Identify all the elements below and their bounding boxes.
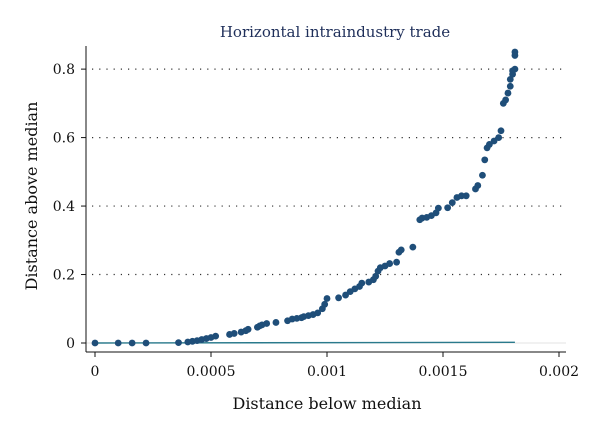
scatter-point	[244, 325, 252, 333]
scatter-point	[175, 339, 182, 347]
scatter-point	[486, 141, 493, 148]
scatter-point	[91, 339, 99, 347]
scatter-point	[272, 319, 280, 326]
scatter-point	[511, 65, 519, 73]
scatter-point	[314, 309, 322, 317]
reference-line	[94, 341, 515, 344]
scatter-point	[397, 246, 405, 254]
scatter-point	[434, 204, 442, 212]
y-tick-label: 0.8	[53, 62, 75, 78]
x-axis-ticks: 0 0.0005 0.001 0.0015 0.002	[91, 352, 579, 380]
scatter-point	[448, 199, 456, 207]
y-axis-ticks: 0 0.2 0.4 0.6 0.8	[53, 62, 86, 352]
y-tick-label: 0	[66, 336, 75, 352]
scatter-point	[479, 171, 486, 179]
x-tick-label: 0.0015	[419, 364, 468, 380]
scatter-point	[511, 48, 519, 56]
scatter-point	[474, 182, 482, 189]
scatter-point	[481, 156, 489, 164]
data-points	[91, 48, 519, 347]
scatter-point	[372, 272, 380, 280]
x-tick-label: 0.001	[307, 364, 347, 380]
scatter-point	[495, 134, 503, 141]
y-tick-label: 0.4	[53, 199, 75, 215]
scatter-point	[444, 204, 452, 212]
scatter-point	[128, 339, 136, 347]
scatter-point	[263, 320, 271, 327]
scatter-point	[409, 243, 417, 251]
y-tick-label: 0.2	[53, 268, 75, 284]
scatter-point	[323, 295, 331, 302]
scatter-point	[386, 260, 394, 267]
scatter-point	[142, 339, 150, 347]
scatter-point	[335, 294, 342, 302]
x-tick-label: 0.002	[539, 364, 579, 380]
scatter-point	[462, 192, 470, 200]
x-tick-label: 0	[91, 364, 100, 380]
scatter-point	[212, 332, 220, 340]
scatter-point	[321, 300, 329, 308]
scatter-point	[393, 258, 400, 266]
scatter-point	[490, 137, 498, 145]
scatter-point	[497, 127, 505, 135]
chart-title: Horizontal intraindustry trade	[220, 23, 450, 41]
scatter-point	[502, 96, 510, 104]
scatter-point	[114, 339, 122, 347]
x-tick-label: 0.0005	[187, 364, 236, 380]
scatter-point	[506, 82, 514, 90]
y-axis-label: Distance above median	[22, 102, 41, 291]
y-tick-label: 0.6	[53, 131, 75, 147]
scatter-point	[506, 75, 514, 83]
scatter-point	[504, 89, 512, 97]
x-axis-label: Distance below median	[232, 394, 421, 413]
scatter-point	[230, 330, 238, 337]
scatter-point	[342, 291, 349, 299]
scatter-point	[358, 279, 366, 287]
